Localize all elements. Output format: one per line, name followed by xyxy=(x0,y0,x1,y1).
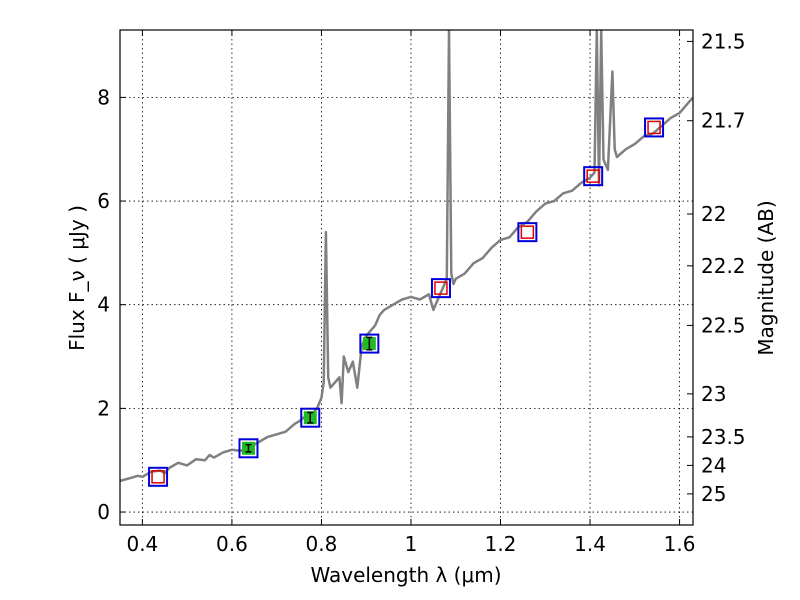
right-axis-label: Magnitude (AB) xyxy=(754,200,778,355)
x-tick-label: 1.2 xyxy=(485,532,517,556)
model-marker xyxy=(359,333,380,354)
photometry-points xyxy=(148,117,665,487)
right-tick-label: 24 xyxy=(701,453,726,477)
observed-marker xyxy=(520,225,535,239)
observed-marker xyxy=(647,120,661,135)
y-tick-label: 2 xyxy=(97,396,110,420)
observed-marker xyxy=(434,281,448,295)
observed-marker xyxy=(586,169,600,183)
model-marker xyxy=(238,438,259,459)
y-tick-label: 6 xyxy=(97,189,110,213)
right-tick-label: 21.7 xyxy=(701,109,746,133)
model-marker xyxy=(517,222,538,243)
x-tick-label: 0.6 xyxy=(216,532,248,556)
y-axis-label: Flux F_ν ( μJy ) xyxy=(65,205,89,351)
x-tick-label: 0.8 xyxy=(306,532,338,556)
plot-frame xyxy=(119,29,694,526)
y-tick-label: 0 xyxy=(97,500,110,524)
spectrum-line xyxy=(120,30,693,483)
right-tick-label: 22 xyxy=(701,202,726,226)
axis-ticks: 0.4 0.6 0.8 1 1.2 1.4 1.60246821.521.72222.222… xyxy=(97,29,745,556)
right-tick-label: 23.5 xyxy=(701,425,746,449)
model-marker xyxy=(644,117,665,138)
x-tick-label: 1.6 xyxy=(664,532,696,556)
model-marker xyxy=(300,407,321,428)
right-tick-label: 22.2 xyxy=(701,254,746,278)
x-tick-label: 1.4 xyxy=(574,532,606,556)
right-tick-label: 21.5 xyxy=(701,29,746,53)
x-tick-label: 1 xyxy=(405,532,418,556)
right-tick-label: 22.5 xyxy=(701,313,746,337)
observed-marker xyxy=(151,470,165,484)
y-tick-label: 4 xyxy=(97,293,110,317)
right-tick-label: 23 xyxy=(701,382,726,406)
spectrum-series xyxy=(120,30,693,483)
model-marker xyxy=(430,278,451,299)
x-axis-label: Wavelength λ (μm) xyxy=(310,563,501,587)
right-tick-label: 25 xyxy=(701,482,726,506)
x-tick-label: 0.4 xyxy=(126,532,158,556)
grid xyxy=(120,30,693,525)
y-tick-label: 8 xyxy=(97,85,110,109)
model-marker xyxy=(583,166,604,187)
model-marker xyxy=(148,466,169,487)
